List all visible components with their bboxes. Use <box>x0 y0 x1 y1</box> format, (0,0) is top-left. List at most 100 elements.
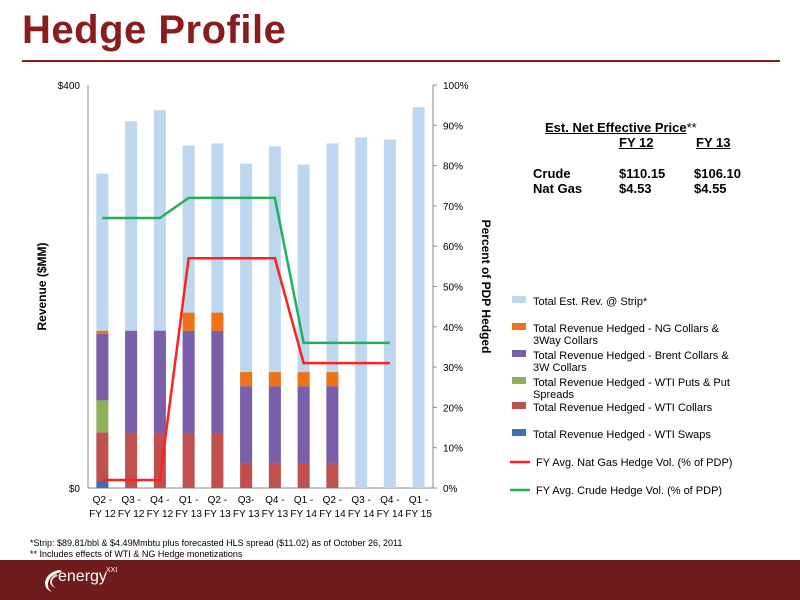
price-row-value: $106.10 <box>694 166 741 181</box>
x-tick-label: FY 14 <box>290 509 317 520</box>
bar-segment <box>211 312 224 331</box>
x-tick-label: Q3 - <box>351 495 370 506</box>
bar-total-strip <box>383 139 396 488</box>
price-table-heading: Est. Net Effective Price <box>545 120 687 135</box>
legend-label: Total Revenue Hedged - WTI Puts & Put <box>533 377 730 389</box>
bar-segment <box>125 330 138 434</box>
price-col-fy12: FY 12 <box>619 135 654 150</box>
bar-segment <box>182 330 195 434</box>
legend-swatch <box>512 350 526 357</box>
price-row-label: Crude <box>533 166 571 181</box>
bar-segment <box>240 462 253 488</box>
bar-segment <box>96 330 109 334</box>
footnote-strip: *Strip: $89.81/bbl & $4.49Mmbtu plus for… <box>30 538 403 548</box>
y-tick-label: $0 <box>69 484 81 495</box>
legend-label: Spreads <box>533 389 574 401</box>
legend-label: Total Revenue Hedged - WTI Collars <box>533 402 713 414</box>
logo-superscript: XXI <box>106 567 118 574</box>
price-table-heading-mark: ** <box>686 120 697 135</box>
x-tick-label: FY 14 <box>348 509 375 520</box>
footnotes: *Strip: $89.81/bbl & $4.49Mmbtu plus for… <box>30 538 402 560</box>
x-tick-label: FY 15 <box>405 509 432 520</box>
title-divider <box>22 60 780 62</box>
legend-label: 3Way Collars <box>533 335 598 347</box>
bar-segment <box>326 372 339 387</box>
legend-swatch <box>512 402 526 409</box>
bar-segment <box>211 330 224 434</box>
y2-tick-label: 10% <box>443 444 463 455</box>
y2-tick-label: 90% <box>443 121 463 132</box>
bar-segment <box>211 433 224 488</box>
y-tick-label: $400 <box>58 81 81 92</box>
price-row-value: $4.55 <box>694 181 727 196</box>
bar-segment <box>96 480 109 488</box>
page-title: Hedge Profile <box>22 8 287 52</box>
x-tick-label: Q2 - <box>208 495 227 506</box>
x-tick-label: FY 14 <box>319 509 346 520</box>
x-tick-label: FY 12 <box>147 509 174 520</box>
y2-tick-label: 100% <box>443 81 469 92</box>
bar-segment <box>297 372 310 387</box>
bar-total-strip <box>355 137 368 488</box>
bar-segment <box>240 386 253 463</box>
y-axis-label: Revenue ($MM) <box>35 242 49 330</box>
hedge-chart: $0 $400 0% 10% 20% 30% 40% 50% 60% 70% 80% 90% 100% R… <box>35 81 732 520</box>
bar-segment <box>297 462 310 488</box>
y2-tick-label: 70% <box>443 202 463 213</box>
legend-swatch <box>512 377 526 384</box>
legend-swatch <box>512 429 526 436</box>
legend-label: Total Revenue Hedged - NG Collars & <box>533 323 720 335</box>
x-tick-label: Q4 - <box>380 495 399 506</box>
x-tick-label: FY 12 <box>118 509 145 520</box>
x-tick-label: Q1 - <box>179 495 198 506</box>
bar-segment <box>96 333 109 401</box>
y2-tick-label: 20% <box>443 403 463 414</box>
bar-segment <box>268 372 281 387</box>
legend-swatch <box>512 296 526 303</box>
x-tick-label: Q4 - <box>265 495 284 506</box>
legend-label: FY Avg. Nat Gas Hedge Vol. (% of PDP) <box>536 457 732 469</box>
bar-segment <box>182 433 195 488</box>
y2-axis-label: Percent of PDP Hedged <box>479 220 493 354</box>
price-col-fy13: FY 13 <box>696 135 731 150</box>
x-tick-label: FY 12 <box>89 509 116 520</box>
y2-tick-label: 80% <box>443 162 463 173</box>
x-tick-label: FY 14 <box>377 509 404 520</box>
energy-swoosh-icon <box>45 570 62 592</box>
x-tick-label: Q4 - <box>150 495 169 506</box>
bar-segment <box>125 433 138 488</box>
bar-segment <box>297 386 310 463</box>
bar-segment <box>153 330 166 434</box>
bar-segment <box>268 386 281 463</box>
hedge-line <box>102 257 390 482</box>
bar-segment <box>96 400 109 433</box>
y2-tick-label: 50% <box>443 283 463 294</box>
bar-segment <box>268 462 281 488</box>
y2-tick-label: 40% <box>443 323 463 334</box>
price-row-label: Nat Gas <box>533 181 583 196</box>
x-tick-label: Q1 - <box>294 495 313 506</box>
legend-swatch <box>512 323 526 330</box>
x-tick-label: Q3- <box>238 495 255 506</box>
hedge-line <box>102 196 390 345</box>
x-tick-label: Q1 - <box>409 495 428 506</box>
footnote-monetization: ** Includes effects of WTI & NG Hedge mo… <box>30 549 243 559</box>
x-tick-label: FY 13 <box>262 509 289 520</box>
bar-segment <box>96 432 109 481</box>
bar-segment <box>182 312 195 331</box>
legend-label: Total Revenue Hedged - Brent Collars & <box>533 350 729 362</box>
footer-bar <box>0 560 800 600</box>
y2-tick-label: 60% <box>443 242 463 253</box>
legend-label: FY Avg. Crude Hedge Vol. (% of PDP) <box>536 485 722 497</box>
bar-total-strip <box>412 107 425 488</box>
bar-segment <box>326 462 339 488</box>
price-row-value: $110.15 <box>619 166 666 181</box>
x-tick-label: FY 13 <box>204 509 231 520</box>
legend-label: Total Revenue Hedged - WTI Swaps <box>533 429 711 441</box>
legend-label: Total Est. Rev. @ Strip* <box>533 296 648 308</box>
logo-wordmark: energy <box>58 568 107 585</box>
x-tick-label: FY 13 <box>175 509 202 520</box>
x-tick-label: Q2 - <box>93 495 112 506</box>
price-row-value: $4.53 <box>619 181 652 196</box>
y2-tick-label: 0% <box>443 484 458 495</box>
